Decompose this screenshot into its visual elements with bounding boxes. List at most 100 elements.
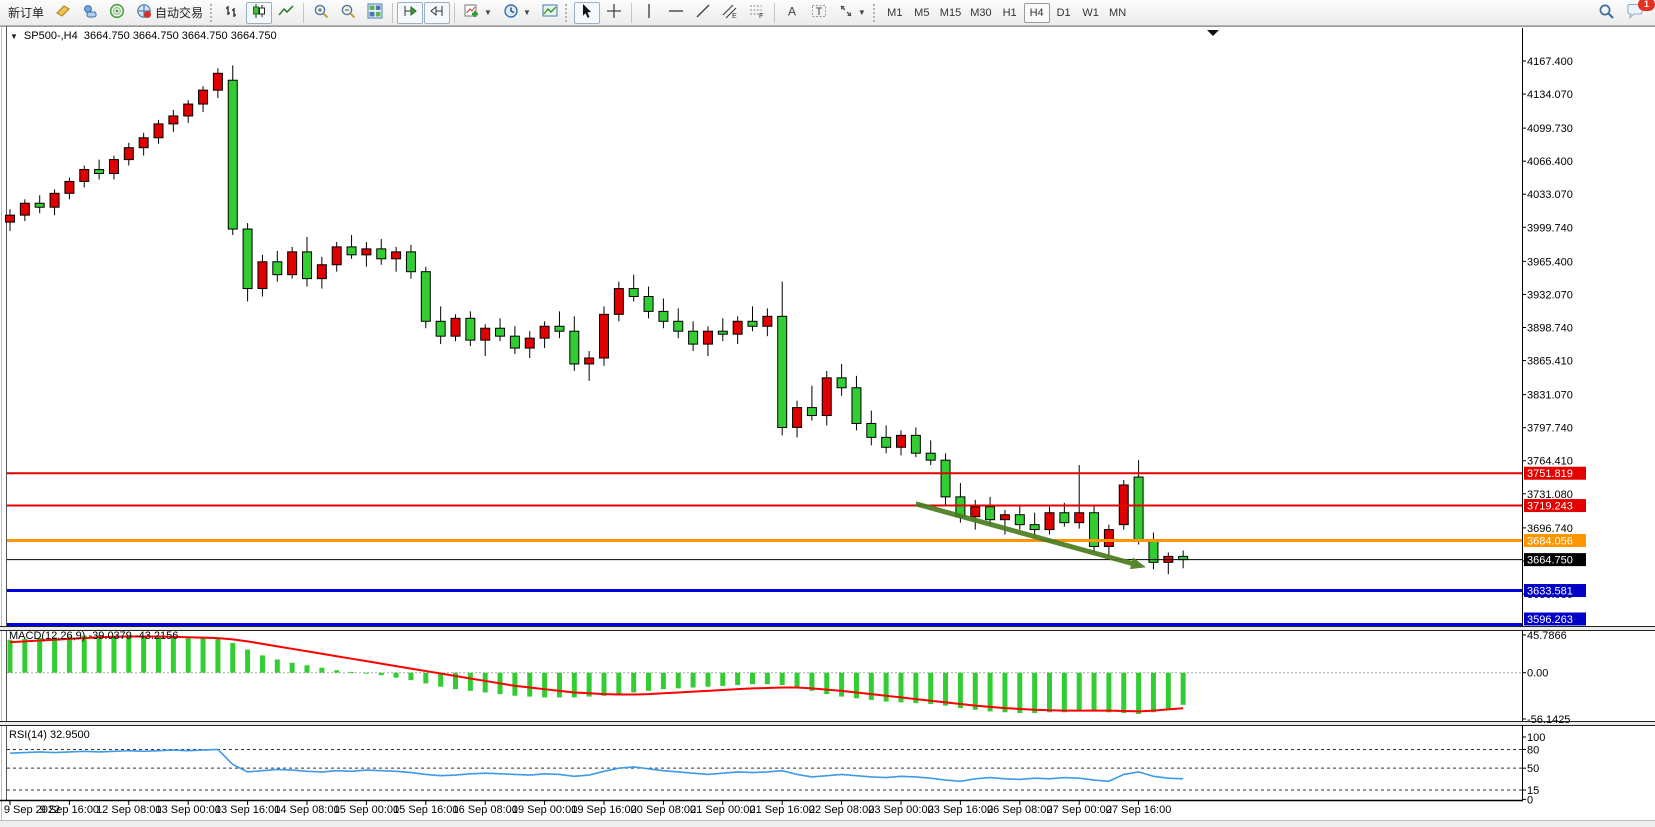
autoscroll-button[interactable]: [397, 1, 424, 24]
signals-icon: [109, 3, 125, 22]
svg-text:3751.819: 3751.819: [1527, 468, 1573, 480]
svg-text:13 Sep 00:00: 13 Sep 00:00: [155, 804, 220, 816]
svg-text:21 Sep 00:00: 21 Sep 00:00: [690, 804, 755, 816]
chart-open: 3664.750: [83, 30, 130, 42]
chat-button[interactable]: 1: [1621, 0, 1655, 24]
community-icon: [82, 3, 98, 22]
crosshair-icon: [606, 3, 622, 22]
svg-text:3684.056: 3684.056: [1527, 535, 1573, 547]
clock-icon: [503, 3, 519, 22]
zoom-out-button[interactable]: [335, 2, 361, 24]
fibonacci-button[interactable]: F: [744, 2, 770, 24]
horizontal-line-button[interactable]: [663, 2, 689, 24]
chart-shift-icon: [429, 3, 445, 22]
price-axis[interactable]: 4167.400 4134.070 4099.730 4066.400 4033.070…: [1522, 56, 1586, 626]
svg-text:22 Sep 08:00: 22 Sep 08:00: [809, 804, 874, 816]
text-label-button[interactable]: T: [806, 2, 832, 24]
svg-text:3797.740: 3797.740: [1527, 423, 1573, 435]
svg-text:3831.070: 3831.070: [1527, 390, 1573, 402]
zoom-in-button[interactable]: [308, 2, 334, 24]
indicators-button[interactable]: ▼: [459, 2, 497, 24]
rsi-value: 32.9500: [49, 729, 90, 741]
community-button[interactable]: [77, 2, 103, 24]
svg-text:-56.1425: -56.1425: [1527, 714, 1570, 726]
svg-text:26 Sep 08:00: 26 Sep 08:00: [987, 804, 1052, 816]
svg-text:3965.400: 3965.400: [1527, 256, 1573, 268]
toolbar-separator: [454, 2, 456, 23]
autotrade-label: 自动交易: [155, 6, 204, 20]
chart-close: 3664.750: [230, 30, 277, 42]
autotrade-button[interactable]: 自动交易: [131, 2, 208, 24]
timeframe-button-H1[interactable]: H1: [1002, 6, 1017, 19]
timeframe-button-M15[interactable]: M15: [939, 6, 962, 19]
macd-name: MACD(12,26,9): [9, 630, 86, 642]
svg-text:3664.750: 3664.750: [1527, 555, 1573, 567]
bar-chart-button[interactable]: [219, 2, 245, 24]
timeframe-button-D1[interactable]: D1: [1056, 6, 1071, 19]
chart-ohlc-readout: ▼ SP500-,H4 3664.750 3664.750 3664.750 36…: [10, 30, 277, 42]
signals-button[interactable]: [104, 2, 130, 24]
chart-shift-marker: [1207, 30, 1219, 36]
timeframe-button-M30[interactable]: M30: [970, 6, 992, 19]
svg-text:19 Sep 16:00: 19 Sep 16:00: [571, 804, 636, 816]
toolbar-separator: [773, 2, 775, 23]
trendline-button[interactable]: [690, 2, 716, 24]
new-order-button[interactable]: 新订单: [3, 2, 49, 24]
svg-text:80: 80: [1527, 744, 1539, 756]
chart-window: 4167.400 4134.070 4099.730 4066.400 4033.070…: [0, 26, 1655, 820]
svg-text:3633.581: 3633.581: [1527, 586, 1573, 598]
svg-text:3719.243: 3719.243: [1527, 501, 1573, 513]
svg-text:15 Sep 16:00: 15 Sep 16:00: [393, 804, 458, 816]
arrows-icon: [838, 3, 854, 22]
ticket-button[interactable]: [50, 2, 76, 24]
svg-text:14 Sep 08:00: 14 Sep 08:00: [274, 804, 339, 816]
timeframe-button-M5[interactable]: M5: [914, 6, 930, 19]
chart-dropdown-icon[interactable]: ▼: [10, 32, 18, 41]
cursor-button[interactable]: [573, 1, 600, 24]
svg-text:19 Sep 00:00: 19 Sep 00:00: [512, 804, 577, 816]
text-button[interactable]: A: [779, 2, 805, 24]
vertical-line-button[interactable]: [636, 2, 662, 24]
candlestick-icon: [251, 3, 267, 22]
arrows-button[interactable]: ▼: [833, 2, 871, 24]
channel-icon: E: [722, 3, 738, 22]
equidistant-channel-button[interactable]: E: [717, 2, 743, 24]
ticket-icon: [55, 3, 71, 22]
periods-button[interactable]: ▼: [498, 2, 536, 24]
timeframe-button-W1[interactable]: W1: [1082, 6, 1099, 19]
svg-text:15 Sep 00:00: 15 Sep 00:00: [334, 804, 399, 816]
timeframe-button-MN[interactable]: MN: [1109, 6, 1127, 19]
bar-chart-icon: [224, 3, 240, 22]
svg-text:9 Sep 2022: 9 Sep 2022: [4, 804, 60, 816]
chart-canvas[interactable]: 4167.400 4134.070 4099.730 4066.400 4033.070…: [0, 26, 1655, 820]
tile-windows-button[interactable]: [362, 2, 388, 24]
crosshair-button[interactable]: [601, 2, 627, 24]
timeframe-button-H4[interactable]: H4: [1023, 2, 1050, 23]
macd-values: -39.0379 -43.2156: [88, 630, 179, 642]
svg-text:15: 15: [1527, 785, 1539, 797]
line-chart-button[interactable]: [273, 2, 299, 24]
timeframe-button-M1[interactable]: M1: [887, 6, 903, 19]
toolbar-separator: [630, 2, 632, 23]
status-bar: [0, 820, 1655, 827]
chart-high: 3664.750: [132, 30, 179, 42]
vertical-line-icon: [641, 3, 657, 22]
search-button[interactable]: [1593, 2, 1620, 24]
templates-button[interactable]: [537, 2, 563, 24]
zoom-in-icon: [313, 3, 329, 22]
search-icon: [1598, 3, 1615, 23]
candlestick-button[interactable]: [246, 1, 273, 24]
svg-text:3865.410: 3865.410: [1527, 356, 1573, 368]
svg-text:50: 50: [1527, 763, 1539, 775]
chart-shift-button[interactable]: [424, 1, 451, 24]
svg-text:23 Sep 16:00: 23 Sep 16:00: [928, 804, 993, 816]
toolbar-separator: [392, 2, 394, 23]
svg-text:13 Sep 16:00: 13 Sep 16:00: [215, 804, 280, 816]
svg-text:21 Sep 16:00: 21 Sep 16:00: [749, 804, 814, 816]
new-order-label: 新订单: [8, 6, 45, 20]
chevron-down-icon: ▼: [484, 8, 492, 17]
svg-text:3999.740: 3999.740: [1527, 222, 1573, 234]
svg-text:3764.410: 3764.410: [1527, 456, 1573, 468]
templates-icon: [542, 3, 558, 22]
